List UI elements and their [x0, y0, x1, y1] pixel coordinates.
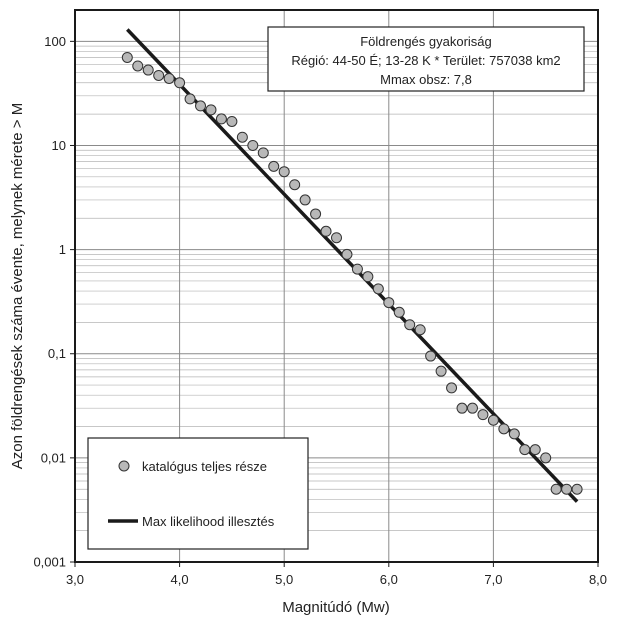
data-point: [466, 402, 478, 414]
info-box-mmax: Mmax obsz: 7,8: [380, 72, 472, 87]
data-point: [289, 179, 301, 191]
data-point: [456, 402, 468, 414]
data-point: [320, 225, 332, 237]
data-point: [508, 428, 520, 440]
data-point: [195, 100, 207, 112]
y-tick-label: 10: [52, 138, 66, 153]
data-point: [226, 115, 238, 127]
data-point: [142, 64, 154, 76]
legend: katalógus teljes része Max likelihood il…: [87, 437, 309, 550]
x-axis-title: Magnitúdó (Mw): [282, 599, 390, 616]
data-point: [278, 166, 290, 178]
data-point: [519, 444, 531, 456]
y-axis-title: Azon földrengések száma évente, melynek …: [9, 103, 26, 469]
info-box-region: Régió: 44-50 É; 13-28 K * Terület: 75703…: [291, 53, 560, 68]
data-point: [121, 51, 133, 63]
data-point: [351, 263, 363, 275]
legend-line-label: Max likelihood illesztés: [142, 514, 275, 529]
y-tick-label: 100: [44, 34, 66, 49]
data-point: [487, 414, 499, 426]
data-point: [215, 113, 227, 125]
data-point: [268, 160, 280, 172]
data-point: [362, 271, 374, 283]
x-axis-ticks: 3,0 4,0 5,0 6,0 7,0 8,0: [66, 562, 607, 587]
data-point: [163, 72, 175, 84]
plot-frame: [74, 9, 599, 563]
data-point: [393, 306, 405, 318]
data-point: [331, 232, 342, 244]
x-tick-label: 4,0: [171, 572, 189, 587]
data-point: [571, 483, 583, 495]
y-tick-label: 1: [59, 242, 66, 257]
y-tick-label: 0,001: [33, 555, 66, 570]
data-point: [310, 208, 322, 220]
legend-frame: [87, 437, 309, 550]
y-tick-label: 0,1: [48, 346, 66, 361]
y-tick-label: 0,01: [41, 450, 66, 465]
data-point: [205, 104, 217, 116]
info-box-frame: [267, 26, 585, 92]
x-tick-label: 8,0: [589, 572, 607, 587]
data-point: [132, 60, 144, 72]
data-point: [153, 69, 165, 81]
data-point: [540, 452, 552, 464]
info-box: Földrengés gyakoriság Régió: 44-50 É; 13…: [267, 26, 585, 92]
data-point: [550, 483, 562, 495]
data-point: [446, 382, 458, 394]
data-point: [383, 297, 395, 309]
data-point: [299, 194, 311, 206]
data-point: [404, 319, 416, 331]
data-point: [498, 423, 510, 435]
legend-points-label: katalógus teljes része: [142, 459, 267, 474]
x-tick-label: 6,0: [380, 572, 398, 587]
data-point: [174, 77, 186, 89]
data-point: [372, 283, 384, 295]
data-point: [529, 444, 541, 456]
data-point: [247, 139, 259, 151]
data-point: [435, 365, 447, 377]
data-point: [414, 324, 426, 336]
data-point: [425, 350, 437, 362]
x-tick-label: 3,0: [66, 572, 84, 587]
data-point: [236, 131, 248, 143]
data-points-layer: [121, 51, 583, 495]
x-tick-label: 5,0: [275, 572, 293, 587]
y-axis-ticks: 0,001 0,01 0,1 1 10 100: [33, 34, 75, 570]
x-tick-label: 7,0: [484, 572, 502, 587]
data-point: [477, 409, 489, 421]
data-point: [561, 483, 573, 495]
data-point: [341, 248, 353, 260]
data-point: [184, 93, 196, 105]
data-point: [257, 147, 269, 159]
info-box-title: Földrengés gyakoriság: [360, 34, 492, 49]
legend-point-marker: [118, 460, 130, 472]
